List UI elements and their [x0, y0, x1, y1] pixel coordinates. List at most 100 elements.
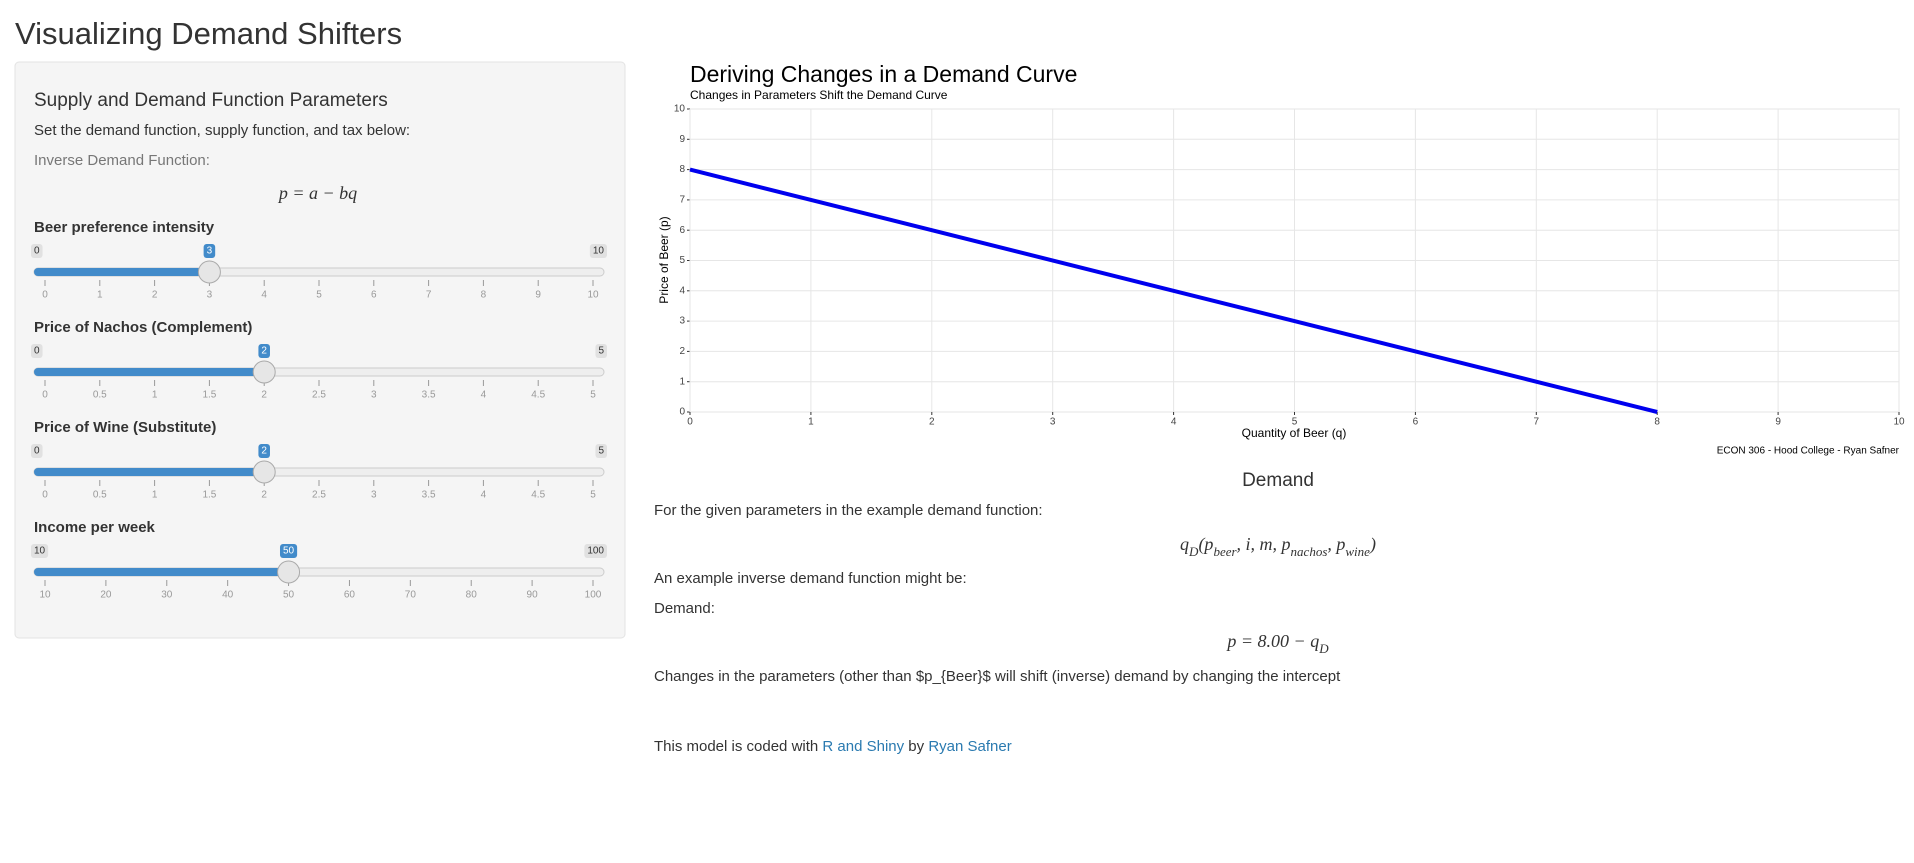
slider-max-bg — [589, 244, 607, 258]
sidebar-intro: Set the demand function, supply function… — [34, 122, 410, 139]
slider-tick-label: 60 — [344, 590, 356, 601]
x-tick-label: 9 — [1775, 417, 1781, 428]
slider-label: Price of Nachos (Complement) — [34, 319, 252, 336]
link[interactable]: R and Shiny — [822, 738, 904, 755]
slider-tick-label: 3.5 — [422, 490, 436, 501]
formula-label: Inverse Demand Function: — [34, 152, 210, 169]
demand-heading: Demand — [1242, 470, 1314, 491]
slider-min-bg — [31, 244, 43, 258]
slider-handle[interactable] — [252, 460, 276, 484]
slider-min-bg — [31, 444, 43, 458]
slider-tick-label: 10 — [587, 290, 599, 301]
slider-tick-label: 0 — [42, 390, 48, 401]
slider-tick-label: 1 — [152, 390, 158, 401]
slider-min: 10 — [34, 546, 46, 557]
slider-tick-label: 3 — [371, 490, 377, 501]
slider-tick-label: 0.5 — [93, 490, 107, 501]
y-tick-label: 1 — [679, 376, 685, 387]
subscript: wine — [1345, 544, 1370, 559]
slider-value-bg — [258, 444, 270, 458]
slider-value: 3 — [207, 246, 213, 257]
formula-part: , i, m, p — [1237, 534, 1291, 554]
slider-tick-label: 0 — [42, 290, 48, 301]
slider-tick-label: 5 — [590, 490, 596, 501]
demand-function: qD(pbeer, i, m, pnachos, pwine) — [1180, 534, 1376, 559]
y-tick-label: 10 — [674, 104, 686, 115]
slider-tick-label: 4 — [481, 390, 487, 401]
slider-value: 50 — [283, 546, 295, 557]
slider-handle[interactable] — [252, 360, 276, 384]
slider-tick-label: 100 — [585, 590, 602, 601]
y-tick-label: 9 — [679, 134, 685, 145]
inverse-function: p = 8.00 − qD — [1225, 631, 1329, 656]
formula-part: , p — [1327, 534, 1345, 554]
slider-tick-label: 2.5 — [312, 390, 326, 401]
slider-tick-label: 1.5 — [202, 390, 216, 401]
subscript: beer — [1213, 544, 1237, 559]
slider-max-bg — [584, 544, 607, 558]
slider-fill — [34, 468, 265, 476]
slider-tick-label: 4 — [481, 490, 487, 501]
credit-text: by — [904, 738, 928, 755]
slider-tick-label: 40 — [222, 590, 234, 601]
slider-tick-label: 0.5 — [93, 390, 107, 401]
subscript: D — [1188, 544, 1199, 559]
slider-value: 2 — [261, 346, 267, 357]
slider-value-bg — [279, 544, 298, 558]
slider-handle[interactable] — [197, 260, 221, 284]
slider-max: 5 — [598, 346, 604, 357]
slider-tick-label: 8 — [481, 290, 487, 301]
slider-label: Income per week — [34, 519, 156, 536]
slider-value-bg — [203, 244, 216, 258]
subscript: D — [1318, 641, 1329, 656]
x-tick-label: 5 — [1292, 417, 1298, 428]
slider-tick-label: 1.5 — [202, 490, 216, 501]
x-tick-label: 1 — [808, 417, 814, 428]
demand-note: Changes in the parameters (other than $p… — [654, 668, 1341, 685]
slider-tick-label: 90 — [527, 590, 539, 601]
x-axis-label: Quantity of Beer (q) — [1242, 426, 1347, 440]
slider-tick-label: 6 — [371, 290, 377, 301]
slider-tick-label: 9 — [535, 290, 541, 301]
x-tick-label: 8 — [1654, 417, 1660, 428]
slider-handle[interactable] — [277, 560, 301, 584]
link[interactable]: Ryan Safner — [928, 738, 1011, 755]
slider-min-bg — [31, 344, 43, 358]
x-tick-label: 6 — [1413, 417, 1419, 428]
slider-tick-label: 50 — [283, 590, 295, 601]
chart-subtitle: Changes in Parameters Shift the Demand C… — [690, 88, 948, 102]
y-tick-label: 3 — [679, 316, 685, 327]
demand-label: Demand: — [654, 600, 715, 617]
sidebar-panel — [14, 61, 626, 639]
y-tick-label: 4 — [679, 285, 685, 296]
demand-intro: For the given parameters in the example … — [654, 502, 1043, 519]
slider-tick-label: 70 — [405, 590, 417, 601]
demand-line — [689, 167, 1658, 414]
slider-max: 100 — [587, 546, 604, 557]
x-tick-label: 4 — [1171, 417, 1177, 428]
x-tick-label: 2 — [929, 417, 935, 428]
slider-fill — [34, 368, 265, 376]
slider-label: Price of Wine (Substitute) — [34, 419, 216, 436]
chart-title: Deriving Changes in a Demand Curve — [690, 61, 1077, 87]
y-tick-label: 5 — [679, 255, 685, 266]
credit: This model is coded with R and Shiny by … — [654, 738, 1012, 755]
x-tick-label: 0 — [687, 417, 693, 428]
slider-value-bg — [258, 344, 270, 358]
slider-tick-label: 20 — [100, 590, 112, 601]
y-tick-label: 2 — [679, 346, 685, 357]
slider-tick-label: 1 — [97, 290, 103, 301]
slider-tick-label: 30 — [161, 590, 173, 601]
formula-part: (p — [1198, 534, 1213, 555]
y-tick-label: 7 — [679, 195, 685, 206]
slider-tick-label: 4.5 — [531, 490, 545, 501]
inverse-intro: An example inverse demand function might… — [654, 570, 967, 587]
formula-part: q — [1180, 534, 1189, 554]
slider-tick-label: 1 — [152, 490, 158, 501]
slider-label: Beer preference intensity — [34, 219, 215, 236]
slider-max: 5 — [598, 446, 604, 457]
slider-fill — [34, 268, 210, 276]
y-tick-label: 8 — [679, 164, 685, 175]
chart-caption: ECON 306 - Hood College - Ryan Safner — [1717, 446, 1900, 457]
